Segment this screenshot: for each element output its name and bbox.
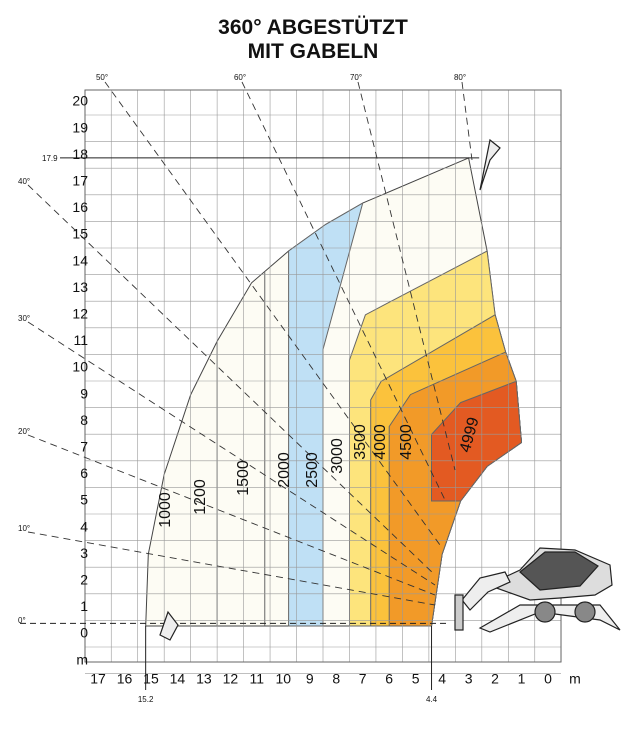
y-label: 3 bbox=[80, 545, 88, 561]
x-label: 8 bbox=[332, 671, 340, 687]
y-label: 18 bbox=[72, 146, 88, 162]
x-label: 2 bbox=[491, 671, 499, 687]
y-label: 4 bbox=[80, 518, 88, 534]
x-label: 9 bbox=[306, 671, 314, 687]
x-label: 17 bbox=[90, 671, 106, 687]
capacity-label: 2500 bbox=[304, 452, 321, 488]
x-label: 1 bbox=[518, 671, 526, 687]
x-label: 13 bbox=[196, 671, 212, 687]
title-line-1: 360° ABGESTÜTZT bbox=[218, 16, 408, 39]
y-label: 10 bbox=[72, 359, 88, 375]
x-label: 6 bbox=[385, 671, 393, 687]
y-label: 7 bbox=[80, 439, 88, 455]
x-label: 3 bbox=[465, 671, 473, 687]
capacity-label: 4500 bbox=[398, 424, 415, 460]
x-label: m bbox=[569, 671, 581, 687]
y-label: 2 bbox=[80, 572, 88, 588]
angle-label: 30° bbox=[18, 314, 30, 323]
min-reach-label: 4.4 bbox=[426, 695, 438, 704]
x-label: 16 bbox=[117, 671, 133, 687]
y-label: 17 bbox=[72, 173, 88, 189]
capacity-label: 3500 bbox=[352, 424, 369, 460]
y-label: 13 bbox=[72, 279, 88, 295]
y-label: 5 bbox=[80, 492, 88, 508]
angle-label: 80° bbox=[454, 73, 466, 82]
capacity-label: 3000 bbox=[329, 438, 346, 474]
capacity-label: 1200 bbox=[192, 479, 209, 515]
x-label: 15 bbox=[143, 671, 159, 687]
x-label: 12 bbox=[223, 671, 239, 687]
y-label: 12 bbox=[72, 306, 88, 322]
angle-label: 40° bbox=[18, 177, 30, 186]
y-label: 11 bbox=[73, 332, 88, 348]
x-label: 0 bbox=[544, 671, 552, 687]
angle-label: 10° bbox=[18, 524, 30, 533]
capacity-label: 1500 bbox=[235, 460, 252, 496]
angle-label: 60° bbox=[234, 73, 246, 82]
x-label: 11 bbox=[250, 671, 265, 687]
y-label: 1 bbox=[80, 598, 88, 614]
y-label: 14 bbox=[72, 252, 88, 268]
y-label: m bbox=[76, 651, 88, 667]
x-label: 10 bbox=[276, 671, 292, 687]
capacity-label: 4000 bbox=[372, 424, 389, 460]
y-label: 16 bbox=[72, 199, 88, 215]
capacity-label: 1000 bbox=[157, 492, 174, 528]
x-label: 4 bbox=[438, 671, 446, 687]
max-reach-label: 15.2 bbox=[138, 695, 154, 704]
angle-label: 0° bbox=[18, 616, 26, 625]
y-label: 19 bbox=[72, 119, 88, 135]
y-label: 8 bbox=[80, 412, 88, 428]
y-label: 9 bbox=[80, 385, 88, 401]
title-line-2: MIT GABELN bbox=[248, 40, 379, 63]
angle-label: 50° bbox=[96, 73, 108, 82]
y-label: 15 bbox=[72, 226, 88, 242]
x-label: 14 bbox=[170, 671, 186, 687]
x-label: 7 bbox=[359, 671, 367, 687]
max-height-label: 17.9 bbox=[42, 154, 58, 163]
angle-label: 20° bbox=[18, 427, 30, 436]
load-chart: 360° ABGESTÜTZT MIT GABELN 2019181716151… bbox=[0, 0, 626, 724]
capacity-label: 2000 bbox=[276, 452, 293, 488]
y-label: 20 bbox=[72, 93, 88, 109]
y-label: 0 bbox=[80, 625, 88, 641]
y-label: 6 bbox=[80, 465, 88, 481]
x-label: 5 bbox=[412, 671, 420, 687]
angle-label: 70° bbox=[350, 73, 362, 82]
